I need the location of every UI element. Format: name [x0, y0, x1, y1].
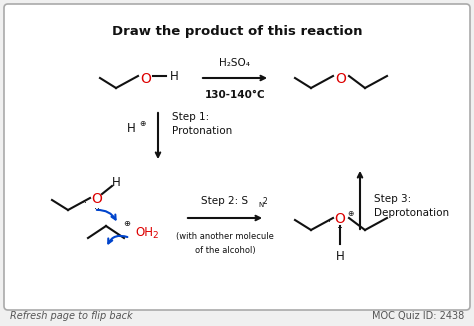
Text: (with another molecule: (with another molecule: [176, 232, 274, 241]
Text: H: H: [127, 122, 136, 135]
Text: H: H: [336, 250, 345, 263]
Text: 2: 2: [263, 197, 268, 206]
Text: ⊕: ⊕: [139, 120, 146, 128]
Text: ⊕: ⊕: [347, 209, 353, 217]
Text: Step 2: S: Step 2: S: [201, 196, 248, 206]
Text: of the alcohol): of the alcohol): [195, 246, 255, 255]
Text: 130-140°C: 130-140°C: [205, 90, 265, 100]
Text: O: O: [336, 72, 346, 86]
Text: ··: ··: [325, 217, 331, 227]
Text: MOC Quiz ID: 2438: MOC Quiz ID: 2438: [372, 311, 464, 321]
Text: Step 3:
Deprotonation: Step 3: Deprotonation: [374, 194, 449, 217]
Text: N: N: [258, 202, 263, 208]
Text: H₂SO₄: H₂SO₄: [219, 58, 250, 68]
Text: ··: ··: [337, 223, 343, 233]
Text: OH: OH: [135, 226, 153, 239]
Text: O: O: [335, 212, 346, 226]
Text: O: O: [91, 192, 102, 206]
Text: ⊕: ⊕: [124, 218, 130, 228]
Text: Draw the product of this reaction: Draw the product of this reaction: [112, 25, 362, 38]
Text: ··: ··: [94, 204, 100, 214]
Text: H: H: [170, 69, 179, 82]
Text: ··: ··: [81, 198, 88, 208]
Text: O: O: [141, 72, 151, 86]
Text: H: H: [111, 176, 120, 189]
Text: Refresh page to flip back: Refresh page to flip back: [10, 311, 133, 321]
FancyBboxPatch shape: [4, 4, 470, 310]
Text: 2: 2: [152, 231, 158, 241]
Text: Step 1:
Protonation: Step 1: Protonation: [172, 112, 232, 136]
